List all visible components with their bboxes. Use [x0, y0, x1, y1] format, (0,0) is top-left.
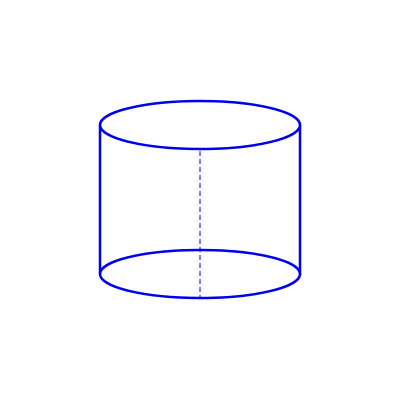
cylinder	[98, 99, 302, 300]
